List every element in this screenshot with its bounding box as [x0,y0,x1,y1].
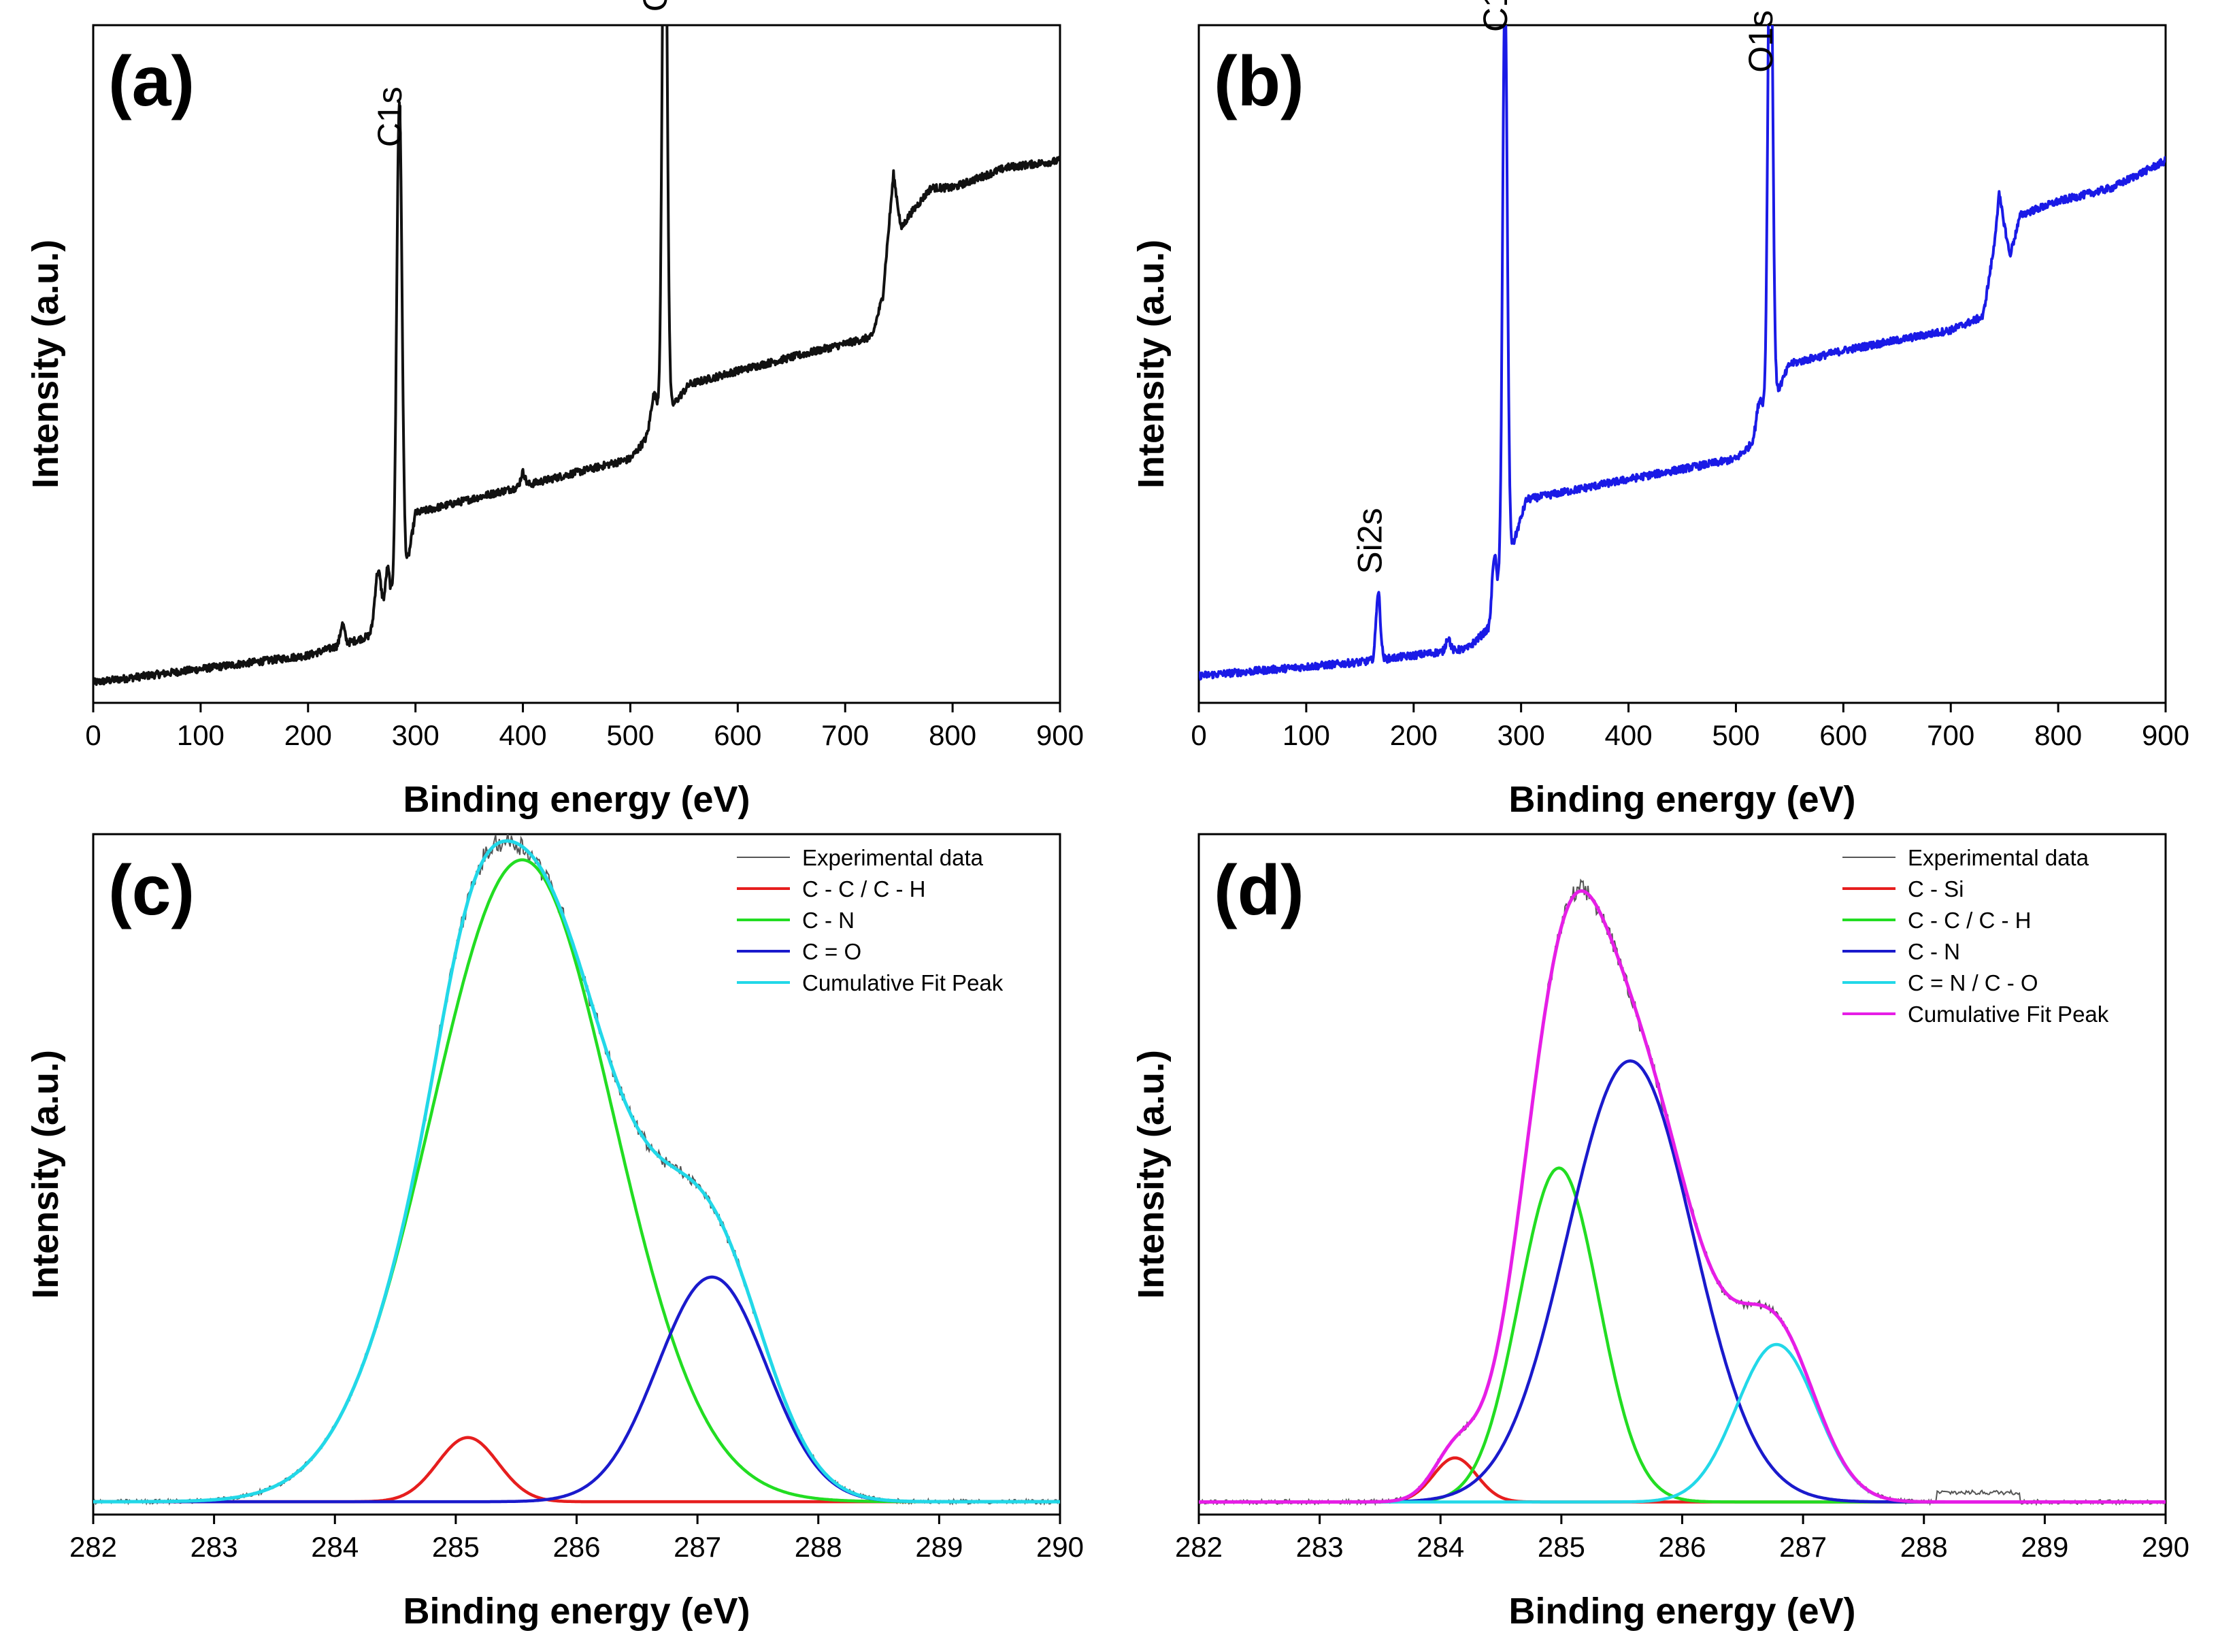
y-axis-title: Intensity (a.u.) [1131,239,1172,489]
x-tick-label: 287 [1779,1531,1827,1563]
x-tick-label: 400 [499,719,547,751]
x-tick-label: 289 [915,1531,963,1563]
cumulative-fit-line [93,839,1060,1504]
x-tick-label: 287 [674,1531,721,1563]
plot-frame [92,24,1061,704]
panel-b: 0 100 200 300 400 500 600 700 800 900 Binding ener… [1131,0,2189,820]
legend-entry: Cumulative Fit Peak [1908,1002,2109,1027]
x-tick-label: 0 [85,719,101,751]
legend: Experimental data C - Si C - C / C - H C - … [1842,845,2109,1027]
peak-label: O1s [636,0,674,12]
x-tick-label: 200 [1390,719,1438,751]
spectrum-line [1199,25,2166,681]
component-line-2 [1199,1059,2166,1504]
x-tick-label: 100 [1282,719,1330,751]
legend-entry: C - C / C - H [1908,908,2031,933]
y-axis-title: Intensity (a.u.) [1131,1050,1172,1299]
peak-label: C1s [1476,0,1514,32]
panel-label: (c) [108,851,195,930]
x-tick-label: 284 [311,1531,359,1563]
plot-frame [1197,24,2167,704]
x-tick-label: 282 [69,1531,117,1563]
panel-a: 0 100 200 300 400 500 600 700 800 900 Binding ener… [25,0,1084,820]
experimental-data-line [93,834,1060,1506]
panel-label: (d) [1214,851,1304,930]
component-line-3 [1199,1342,2166,1504]
x-tick-label: 284 [1417,1531,1464,1563]
x-tick-label: 800 [2034,719,2082,751]
x-tick-label: 288 [795,1531,842,1563]
x-tick-label: 289 [2021,1531,2068,1563]
legend-entry: C - N [1908,939,1960,964]
x-tick-label: 300 [1497,719,1545,751]
component-line-2 [93,1275,1060,1504]
y-axis-title: Intensity (a.u.) [25,1050,66,1299]
x-axis-title: Binding energy (eV) [1508,779,1855,820]
x-tick-label: 800 [929,719,976,751]
legend-entry: C = N / C - O [1908,970,2038,995]
legend-entry: Experimental data [1908,845,2089,870]
x-tick-label: 290 [1036,1531,1084,1563]
peak-label: Si2s [1351,508,1389,574]
x-tick-label: 282 [1175,1531,1223,1563]
legend-entry: C - C / C - H [802,876,925,902]
x-tick-label: 285 [1538,1531,1585,1563]
x-tick-label: 700 [821,719,869,751]
x-tick-label: 900 [2142,719,2189,751]
x-tick-label: 500 [1712,719,1759,751]
component-line-1 [1199,1166,2166,1504]
legend-entry: C = O [802,939,861,964]
x-tick-label: 283 [1296,1531,1344,1563]
x-tick-label: 500 [606,719,654,751]
legend-entry: Cumulative Fit Peak [802,970,1004,995]
x-tick-label: 288 [1900,1531,1948,1563]
x-tick-label: 100 [177,719,225,751]
y-axis-title: Intensity (a.u.) [25,239,66,489]
legend-entry: Experimental data [802,845,984,870]
cumulative-fit-line [1199,889,2166,1504]
panel-c: 282 283 284 285 286 287 288 289 290 Binding energ… [25,833,1084,1632]
x-axis-title: Binding energy (eV) [403,1591,750,1632]
x-tick-label: 600 [714,719,761,751]
panel-label: (a) [108,42,195,121]
x-tick-label: 900 [1036,719,1084,751]
x-tick-label: 200 [284,719,332,751]
component-line-0 [1199,1456,2166,1504]
x-axis-title: Binding energy (eV) [403,779,750,820]
x-tick-label: 283 [191,1531,238,1563]
x-tick-label: 400 [1605,719,1653,751]
legend: Experimental data C - C / C - H C - N C = O… [737,845,1004,995]
legend-entry: C - N [802,908,855,933]
x-tick-label: 0 [1191,719,1206,751]
legend-entry: C - Si [1908,876,1964,902]
spectrum-line [93,25,1060,687]
x-tick-label: 286 [1658,1531,1706,1563]
x-tick-label: 300 [392,719,440,751]
x-tick-label: 600 [1819,719,1867,751]
x-tick-label: 700 [1927,719,1974,751]
panel-label: (b) [1214,42,1304,121]
x-tick-label: 286 [552,1531,600,1563]
x-axis-title: Binding energy (eV) [1508,1591,1855,1632]
peak-label: C1s [371,86,409,147]
panel-d: 282 283 284 285 286 287 288 289 290 Binding energ… [1131,833,2189,1632]
x-tick-label: 285 [432,1531,480,1563]
peak-label: O1s [1742,10,1780,73]
plot-frame [92,833,1061,1516]
x-tick-label: 290 [2142,1531,2189,1563]
